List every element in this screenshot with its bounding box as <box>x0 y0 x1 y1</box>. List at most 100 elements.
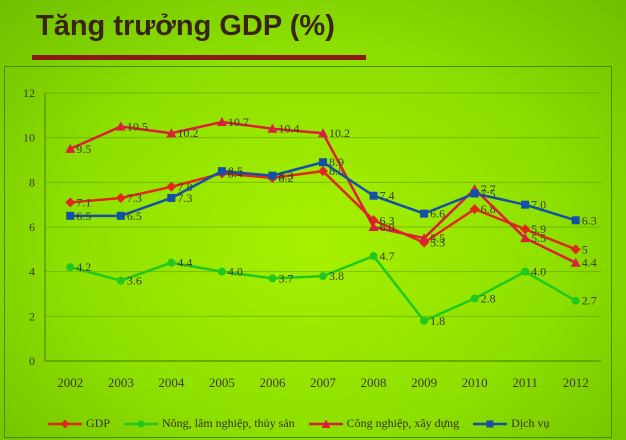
point-services <box>167 193 176 202</box>
data-label-industry: 10.7 <box>228 115 249 129</box>
data-label-industry: 10.4 <box>278 122 299 136</box>
y-tick-label: 8 <box>29 175 35 189</box>
data-label-industry: 6.0 <box>380 220 395 234</box>
point-agriculture <box>167 258 176 267</box>
chart-frame: 0 2 4 6 8 10 12 2002 2003 2004 2005 2006 2007 2008 200… <box>4 66 612 438</box>
legend-swatch-services <box>473 418 508 428</box>
data-label-services: 7.0 <box>531 198 546 212</box>
data-label-agriculture: 4.7 <box>380 249 395 263</box>
data-label-services: 6.5 <box>127 209 142 223</box>
data-label-agriculture: 4.2 <box>76 260 91 274</box>
chart-legend: GDP Nông, lâm nghiệp, thủy sản Công nghi… <box>4 410 610 436</box>
legend-swatch-agriculture <box>124 418 159 428</box>
data-label-agriculture: 3.7 <box>278 271 293 285</box>
x-tick-label: 2006 <box>259 375 286 390</box>
legend-item-gdp: GDP <box>48 416 110 431</box>
point-services <box>420 209 429 218</box>
legend-item-services: Dịch vụ <box>473 415 550 431</box>
legend-swatch-industry <box>308 418 343 428</box>
data-label-agriculture: 1.8 <box>430 314 445 328</box>
series-line-agriculture <box>69 254 577 323</box>
y-tick-label: 12 <box>23 86 35 100</box>
point-agriculture <box>470 294 479 303</box>
data-label-agriculture: 3.6 <box>127 274 142 288</box>
point-industry <box>368 222 379 231</box>
y-tick-label: 10 <box>23 131 35 145</box>
data-label-agriculture: 3.8 <box>329 269 344 283</box>
data-label-services: 8.9 <box>329 155 344 169</box>
point-agriculture <box>116 276 125 285</box>
point-industry <box>115 121 126 131</box>
x-tick-label: 2003 <box>108 375 134 390</box>
legend-label-industry: Công nghiệp, xây dựng <box>346 415 460 430</box>
data-label-services: 7.3 <box>177 191 192 205</box>
point-services <box>319 158 327 167</box>
point-industry <box>419 233 430 243</box>
data-label-agriculture: 2.8 <box>481 291 496 305</box>
point-services <box>66 211 75 220</box>
point-agriculture <box>521 267 530 276</box>
data-label-agriculture: 2.7 <box>582 294 597 308</box>
point-gdp <box>318 166 328 177</box>
data-label-gdp: 7.1 <box>76 195 91 209</box>
data-label-gdp: 6.3 <box>380 213 395 227</box>
data-label-industry: 10.5 <box>127 120 148 134</box>
y-tick-label: 6 <box>29 220 35 234</box>
y-tick-label: 2 <box>29 309 35 323</box>
data-label-gdp: 7.8 <box>177 180 192 194</box>
data-label-agriculture: 4.0 <box>531 265 546 279</box>
point-industry <box>216 117 227 127</box>
point-gdp <box>166 181 177 192</box>
point-industry <box>520 233 531 243</box>
data-label-gdp: 7.3 <box>127 191 142 205</box>
x-tick-label: 2007 <box>310 375 337 390</box>
data-label-services: 8.3 <box>278 169 293 183</box>
data-label-services: 6.5 <box>76 209 91 223</box>
data-label-services: 6.3 <box>582 213 597 227</box>
x-tick-label: 2008 <box>361 375 387 390</box>
data-label-services: 7.5 <box>481 187 496 201</box>
data-label-industry: 7.7 <box>481 182 496 196</box>
data-label-industry: 5.5 <box>430 231 445 245</box>
point-industry <box>267 123 278 133</box>
point-agriculture <box>420 316 429 325</box>
series-line-gdp <box>70 169 577 251</box>
data-label-industry: 10.2 <box>177 126 198 140</box>
data-label-industry: 4.4 <box>582 256 597 270</box>
point-services <box>217 167 226 176</box>
x-tick-label: 2002 <box>57 375 83 390</box>
point-gdp <box>115 192 126 203</box>
line-chart: 0 2 4 6 8 10 12 2002 2003 2004 2005 2006 2007 2008 200… <box>23 86 601 390</box>
point-services <box>470 189 479 198</box>
point-agriculture <box>268 274 277 283</box>
point-industry <box>166 128 177 138</box>
legend-label-gdp: GDP <box>86 415 111 430</box>
point-gdp <box>469 204 480 215</box>
data-label-gdp: 5 <box>582 242 588 256</box>
data-label-gdp: 5.3 <box>430 236 445 250</box>
chart-title: Tăng trưởng GDP (%) <box>36 10 335 42</box>
x-tick-label: 2010 <box>462 375 488 390</box>
point-gdp <box>570 244 581 255</box>
legend-item-agriculture: Nông, lâm nghiệp, thủy sản <box>124 416 295 431</box>
legend-label-services: Dịch vụ <box>511 415 550 430</box>
point-gdp <box>520 224 531 235</box>
x-tick-label: 2012 <box>563 375 589 390</box>
point-industry <box>318 128 328 138</box>
point-industry <box>65 143 76 153</box>
data-label-services: 6.6 <box>430 207 445 221</box>
title-underline <box>32 55 366 60</box>
point-agriculture <box>369 252 378 261</box>
x-tick-label: 2005 <box>209 375 235 390</box>
data-label-industry: 10.2 <box>329 126 350 140</box>
legend-label-agriculture: Nông, lâm nghiệp, thủy sản <box>162 415 295 430</box>
point-agriculture <box>217 267 226 276</box>
point-services <box>521 200 530 209</box>
y-tick-label: 0 <box>29 354 35 368</box>
point-industry <box>570 257 581 267</box>
point-services <box>268 171 277 180</box>
x-tick-label: 2004 <box>158 375 185 390</box>
data-label-gdp: 8.2 <box>278 171 293 185</box>
data-label-services: 7.4 <box>380 189 395 203</box>
point-agriculture <box>571 296 580 305</box>
